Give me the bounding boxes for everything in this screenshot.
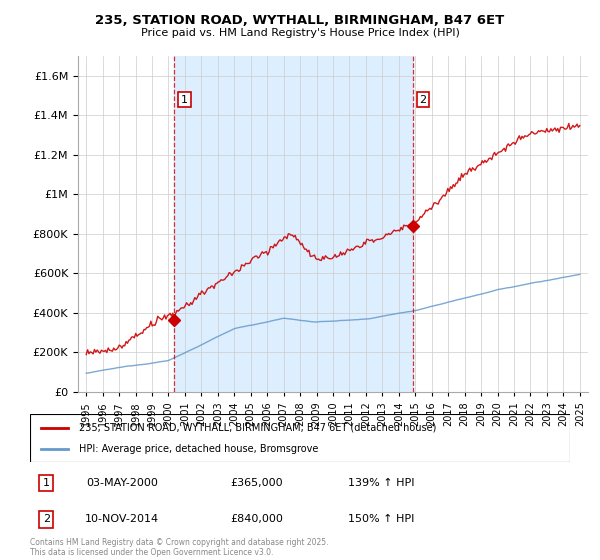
Text: 03-MAY-2000: 03-MAY-2000 (86, 478, 158, 488)
Text: Contains HM Land Registry data © Crown copyright and database right 2025.
This d: Contains HM Land Registry data © Crown c… (30, 538, 329, 557)
Bar (174, 56, 413, 392)
Text: 150% ↑ HPI: 150% ↑ HPI (348, 515, 414, 524)
Text: 10-NOV-2014: 10-NOV-2014 (85, 515, 159, 524)
Text: 2: 2 (419, 95, 427, 105)
Text: 235, STATION ROAD, WYTHALL, BIRMINGHAM, B47 6ET (detached house): 235, STATION ROAD, WYTHALL, BIRMINGHAM, … (79, 423, 436, 433)
Text: 1: 1 (181, 95, 188, 105)
Text: 139% ↑ HPI: 139% ↑ HPI (348, 478, 414, 488)
Text: £840,000: £840,000 (230, 515, 283, 524)
Text: £365,000: £365,000 (230, 478, 283, 488)
Text: HPI: Average price, detached house, Bromsgrove: HPI: Average price, detached house, Brom… (79, 444, 318, 454)
Text: Price paid vs. HM Land Registry's House Price Index (HPI): Price paid vs. HM Land Registry's House … (140, 28, 460, 38)
Text: 2: 2 (43, 515, 50, 524)
Text: 235, STATION ROAD, WYTHALL, BIRMINGHAM, B47 6ET: 235, STATION ROAD, WYTHALL, BIRMINGHAM, … (95, 14, 505, 27)
Text: 1: 1 (43, 478, 50, 488)
